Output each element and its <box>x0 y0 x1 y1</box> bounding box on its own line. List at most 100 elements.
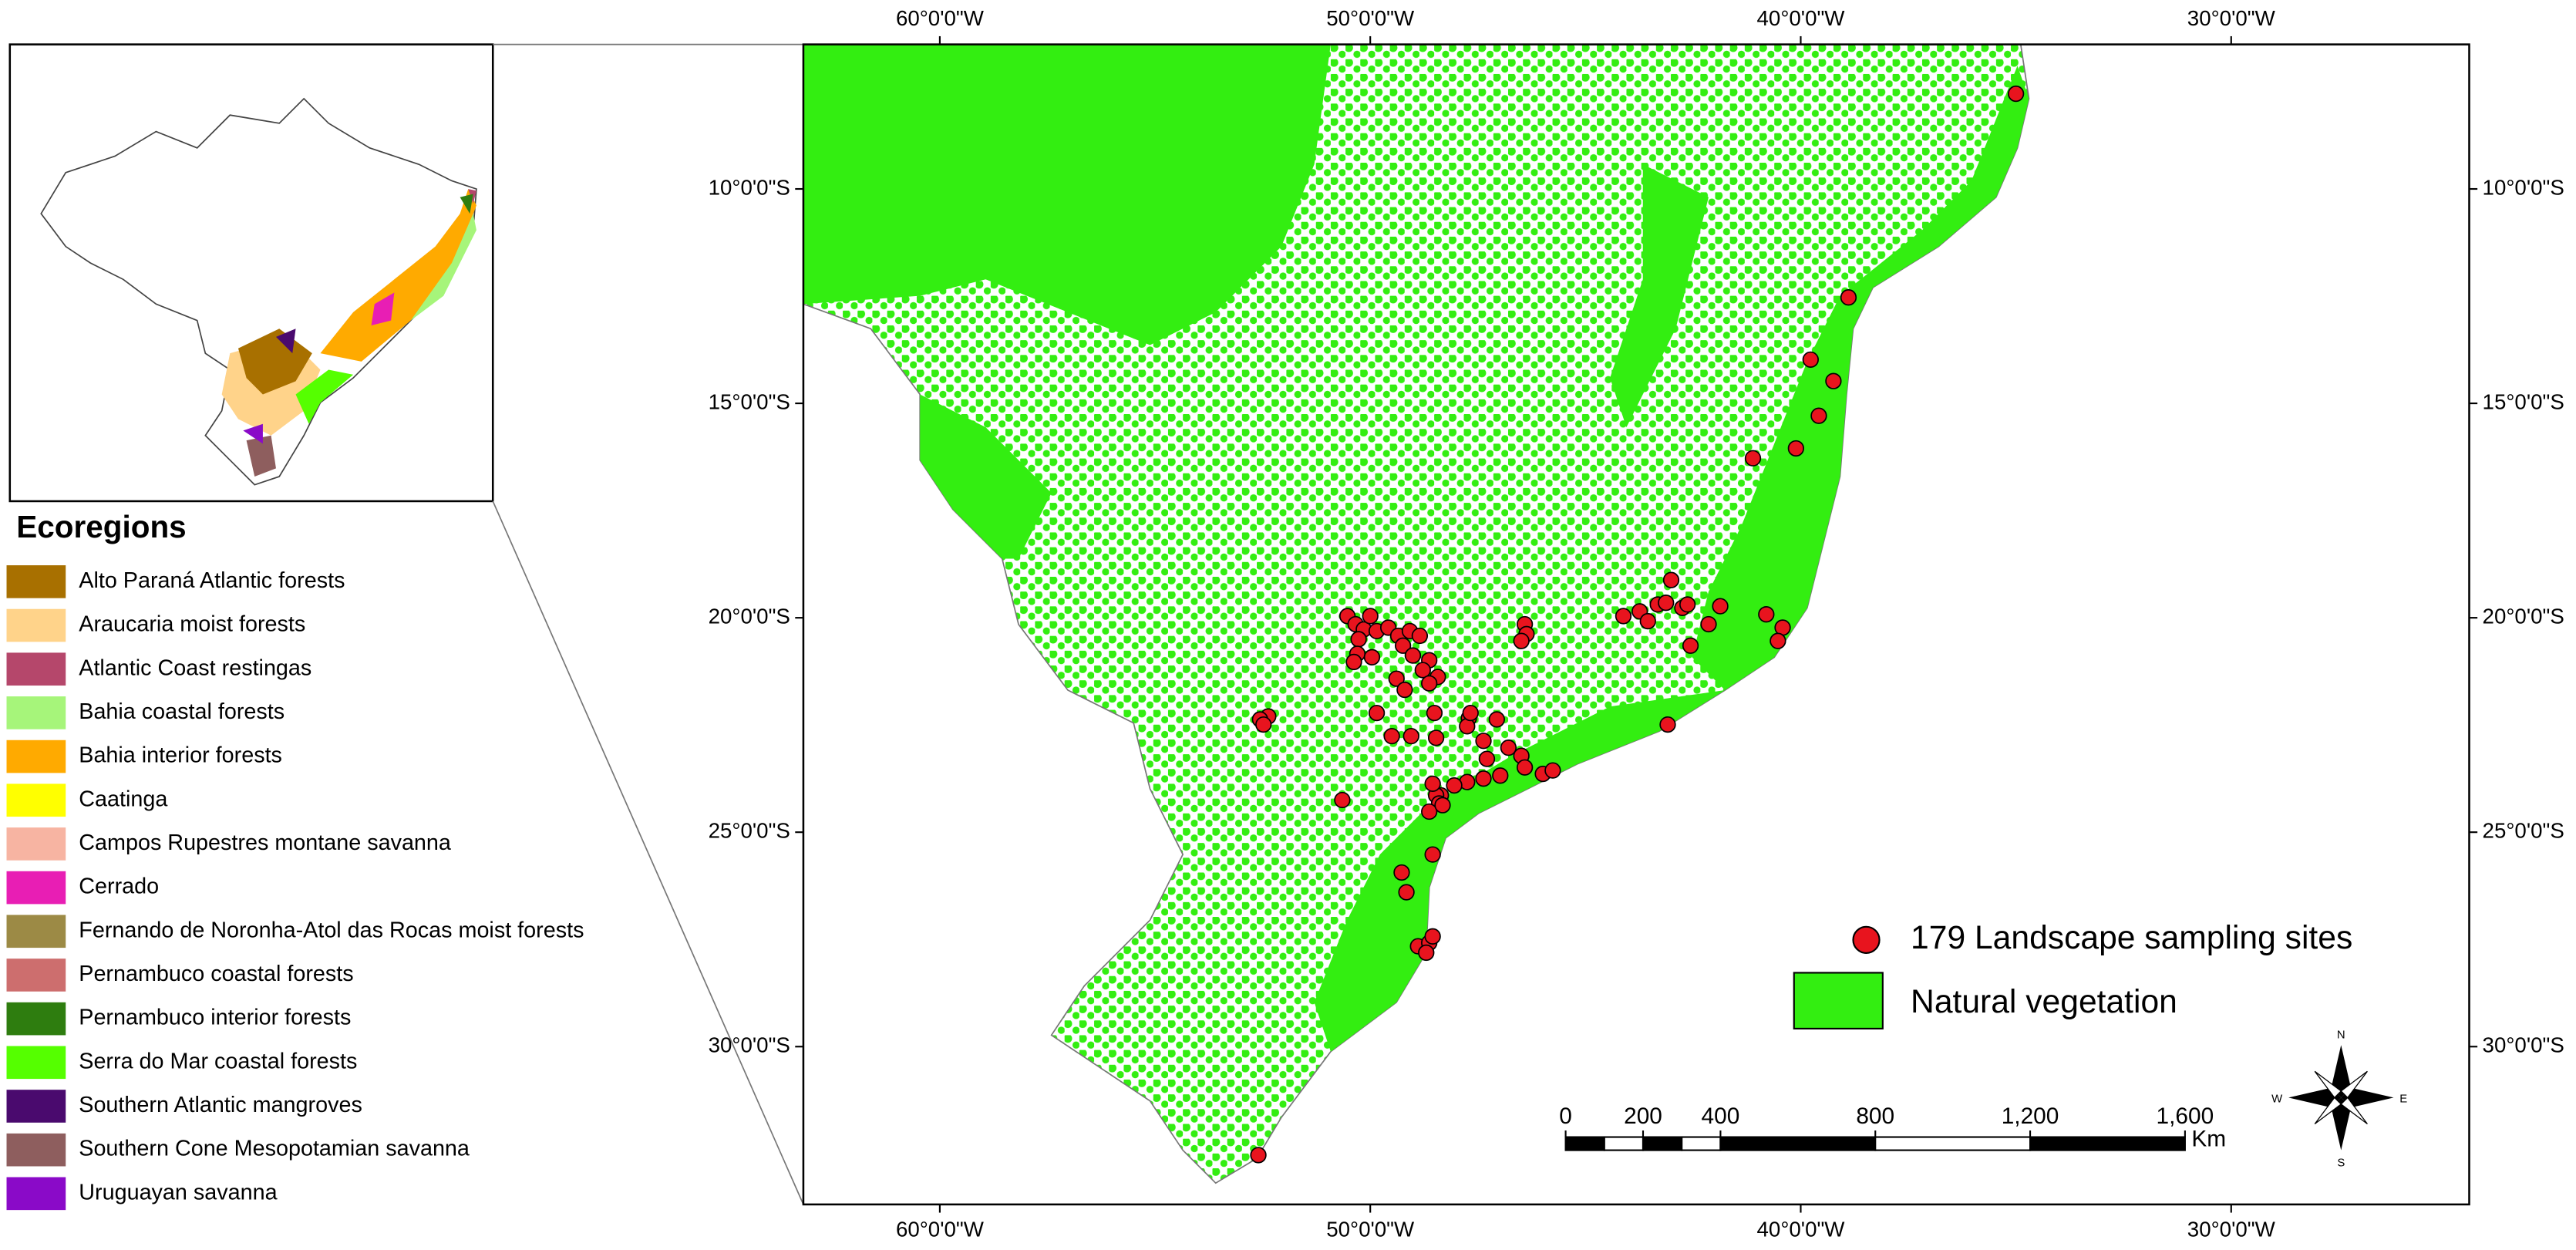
inset-country-outline <box>40 97 477 486</box>
x-tick-label: 50°0'0"W <box>1326 1217 1415 1241</box>
scale-segment <box>1681 1136 1722 1151</box>
scale-label: 0 <box>1559 1103 1572 1129</box>
forest-area <box>920 394 1052 559</box>
legend-label: Pernambuco coastal forests <box>79 962 353 986</box>
sampling-site <box>1770 632 1786 649</box>
sampling-site <box>1404 647 1422 664</box>
legend-label: Campos Rupestres montane savanna <box>79 831 451 855</box>
sampling-site <box>1250 1147 1267 1164</box>
y-tick-label: 15°0'0"S <box>709 389 790 413</box>
compass-label: N <box>2337 1029 2345 1041</box>
sampling-site <box>1712 598 1729 615</box>
sampling-site <box>1615 608 1632 625</box>
sampling-site <box>1368 704 1386 722</box>
sampling-sites <box>1250 85 2025 1164</box>
scale-segment <box>1874 1136 2032 1151</box>
sampling-site <box>1679 596 1696 613</box>
sampling-site <box>1488 711 1505 728</box>
sampling-site <box>1421 675 1438 692</box>
sampling-site <box>1255 716 1272 733</box>
inset-ecoregion-patch <box>320 189 476 362</box>
sampling-site <box>1398 884 1415 901</box>
x-tick-label: 60°0'0"W <box>896 1217 985 1241</box>
legend-swatch <box>6 1177 66 1211</box>
sampling-site <box>1334 791 1351 809</box>
legend-label: Pernambuco interior forests <box>79 1006 351 1030</box>
legend-label: Serra do Mar coastal forests <box>79 1049 357 1073</box>
sampling-site <box>1744 450 1762 467</box>
sampling-site <box>1388 670 1405 687</box>
sampling-site <box>1639 612 1656 630</box>
sampling-site <box>1462 704 1479 722</box>
y-tick-label: 20°0'0"S <box>2483 604 2564 628</box>
legend-swatch <box>6 827 66 861</box>
scale-label: 1,600 <box>2157 1103 2214 1129</box>
sampling-site <box>1513 632 1530 649</box>
legend-title: Ecoregions <box>16 509 186 544</box>
sampling-site <box>1418 944 1435 962</box>
sampling-site <box>1394 637 1412 654</box>
sampling-site <box>2007 85 2025 103</box>
x-tick-label: 30°0'0"W <box>2187 6 2276 30</box>
inset-ecoregion-patch <box>246 435 276 477</box>
forest-area <box>1610 164 1709 428</box>
scale-label: 800 <box>1856 1103 1894 1129</box>
legend-vegetation-label: Natural vegetation <box>1911 983 2177 1020</box>
legend-label: Fernando de Noronha-Atol das Rocas moist… <box>79 918 584 942</box>
legend-swatch <box>6 740 66 773</box>
sampling-site <box>1424 846 1441 863</box>
sampling-site <box>1383 727 1400 745</box>
scale-segment <box>2029 1136 2186 1151</box>
scale-segment <box>1642 1136 1683 1151</box>
scale-unit: Km <box>2191 1127 2226 1152</box>
sampling-site <box>1659 716 1676 733</box>
map-frame <box>802 43 2470 1206</box>
legend-label: Bahia interior forests <box>79 743 282 768</box>
y-tick-label: 25°0'0"S <box>709 819 790 843</box>
legend-label: Cerrado <box>79 874 159 899</box>
sampling-site <box>1825 372 1842 389</box>
y-tick-label: 10°0'0"S <box>709 175 790 199</box>
scale-segment <box>1603 1136 1645 1151</box>
sampling-site <box>1516 759 1534 776</box>
connector-line <box>492 500 804 1205</box>
scale-label: 1,200 <box>2002 1103 2059 1129</box>
map <box>802 43 2470 1206</box>
legend-label: Atlantic Coast restingas <box>79 655 311 680</box>
sampling-site <box>1492 767 1509 784</box>
ecoregion-legend: Alto Paraná Atlantic forests Araucaria mo… <box>6 565 584 1211</box>
y-tick-label: 10°0'0"S <box>2483 175 2564 199</box>
sampling-site <box>1393 864 1410 881</box>
legend-swatch <box>6 783 66 817</box>
legend-swatch <box>6 1090 66 1123</box>
y-tick-label: 15°0'0"S <box>2483 389 2564 413</box>
legend-site-label: 179 Landscape sampling sites <box>1911 919 2352 956</box>
legend-label: Southern Atlantic mangroves <box>79 1093 362 1117</box>
sampling-site <box>1424 928 1441 945</box>
scale-label: 200 <box>1624 1103 1662 1129</box>
inset-ecoregion-patch <box>237 329 312 395</box>
inset-ecoregion-patch <box>410 214 476 321</box>
sampling-site <box>1658 595 1675 612</box>
forest-area <box>1314 689 1726 1052</box>
x-tick-label: 60°0'0"W <box>896 6 985 30</box>
legend-swatch <box>6 696 66 729</box>
legend-site-symbol <box>1852 925 1881 954</box>
sampling-site <box>1345 653 1362 671</box>
sampling-site <box>1402 727 1419 745</box>
sampling-site <box>1500 739 1517 756</box>
sampling-site <box>1411 627 1429 645</box>
y-tick-label: 30°0'0"S <box>2483 1033 2564 1057</box>
legend-label: Bahia coastal forests <box>79 699 285 724</box>
legend-label: Uruguayan savanna <box>79 1180 277 1205</box>
compass-label: E <box>2399 1093 2407 1105</box>
compass-label: W <box>2271 1093 2283 1105</box>
legend-label: Araucaria moist forests <box>79 612 305 637</box>
legend-label: Southern Cone Mesopotamian savanna <box>79 1137 470 1161</box>
legend-swatch <box>6 959 66 992</box>
sampling-site <box>1426 704 1443 722</box>
inset-ecoregions <box>221 189 476 477</box>
sampling-site <box>1682 637 1699 654</box>
